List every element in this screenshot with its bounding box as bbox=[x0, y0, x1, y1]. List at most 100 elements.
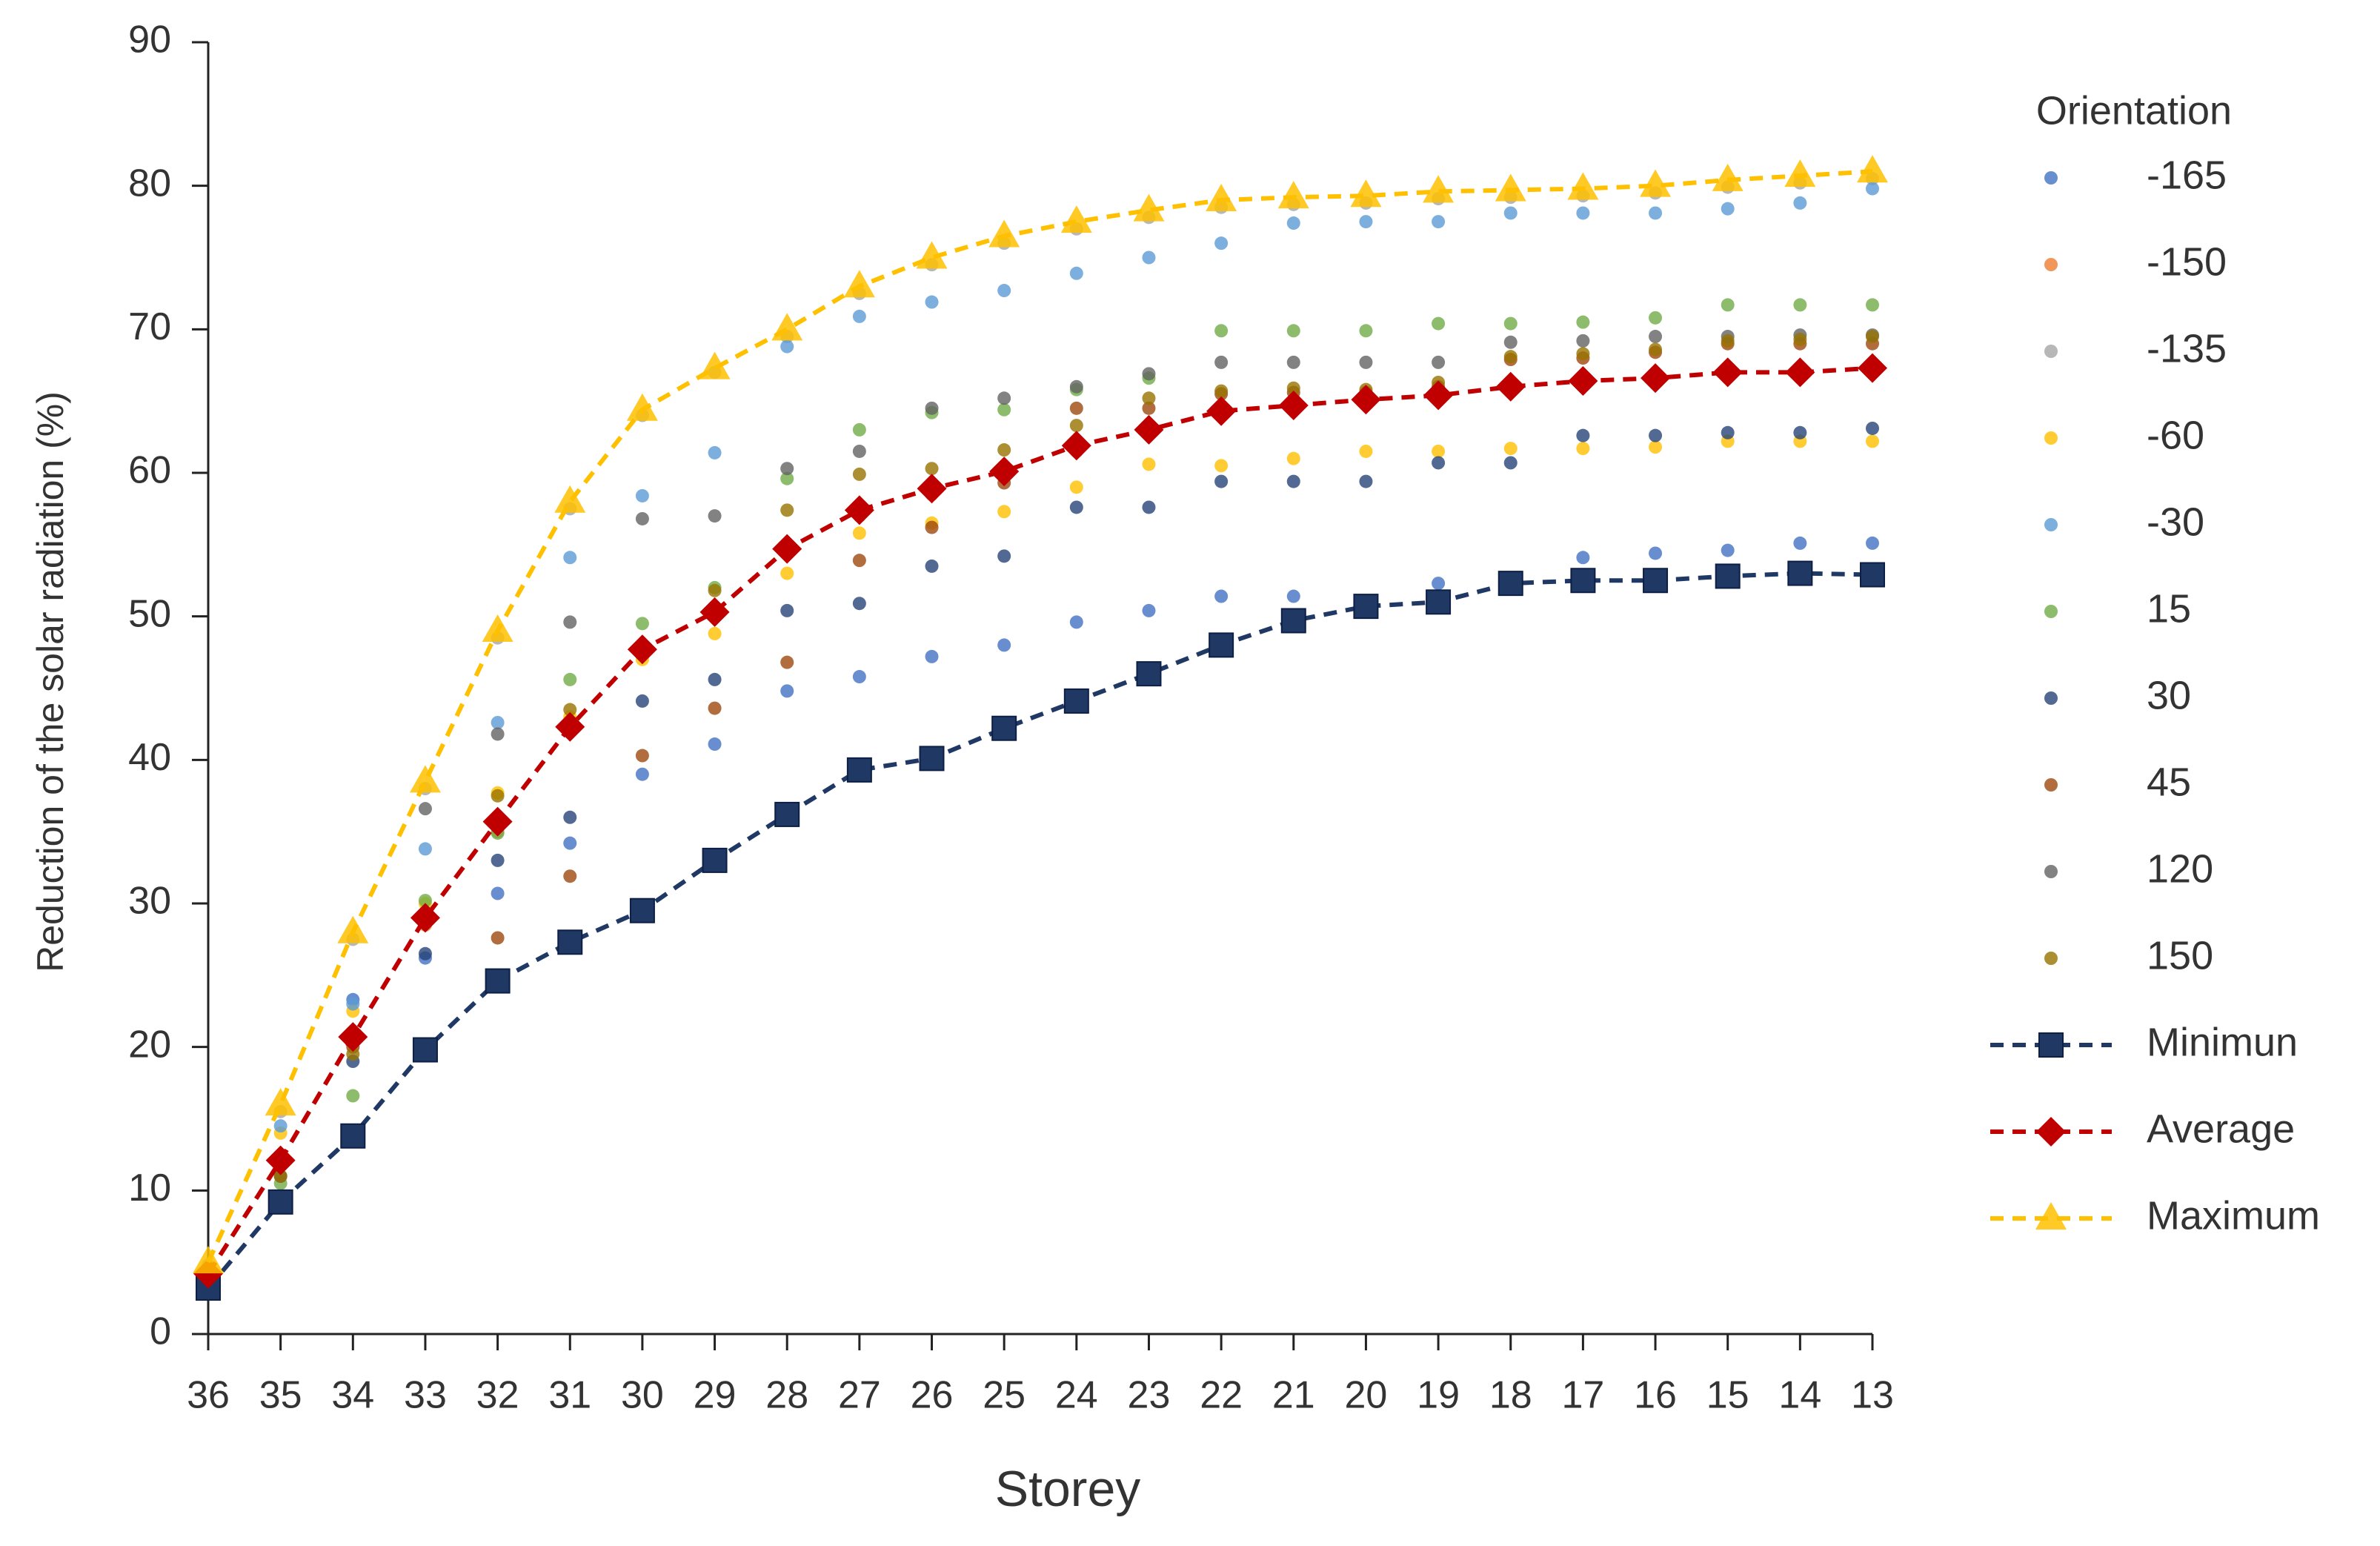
series bbox=[202, 536, 1879, 1291]
marker-triangle bbox=[1206, 184, 1237, 212]
scatter-point bbox=[708, 509, 722, 523]
scatter-point bbox=[1359, 444, 1373, 458]
legend-marker bbox=[2044, 345, 2058, 358]
marker-diamond bbox=[989, 457, 1020, 487]
scatter-point bbox=[852, 422, 866, 437]
marker-triangle bbox=[1133, 193, 1165, 222]
series bbox=[202, 421, 1879, 1291]
scatter-point bbox=[1286, 589, 1300, 603]
x-tick-label: 31 bbox=[548, 1374, 591, 1417]
scatter-point bbox=[563, 836, 577, 850]
scatter-point bbox=[780, 471, 794, 485]
marker-triangle bbox=[843, 270, 875, 298]
scatter-point bbox=[491, 886, 505, 900]
scatter-point bbox=[780, 462, 794, 476]
scatter-point bbox=[635, 749, 649, 763]
marker-triangle bbox=[699, 351, 731, 379]
x-tick-label: 15 bbox=[1706, 1374, 1749, 1417]
scatter-point bbox=[1793, 298, 1807, 312]
marker-square bbox=[774, 801, 800, 827]
scatter-point bbox=[1793, 196, 1807, 210]
marker-diamond bbox=[338, 1022, 368, 1052]
scatter-point bbox=[1576, 334, 1590, 348]
scatter-point bbox=[780, 684, 794, 698]
scatter-point bbox=[1069, 401, 1083, 415]
series-line bbox=[206, 571, 1873, 1290]
y-tick-label: 30 bbox=[128, 880, 171, 923]
legend-title: Orientation bbox=[2036, 88, 2232, 133]
legend-label: 30 bbox=[2147, 673, 2191, 717]
scatter-point bbox=[563, 615, 577, 629]
legend-marker bbox=[2044, 431, 2058, 445]
scatter-point bbox=[635, 694, 649, 708]
scatter-point bbox=[1069, 266, 1083, 280]
scatter-point bbox=[1866, 182, 1879, 196]
series bbox=[202, 434, 1879, 1284]
y-tick-label: 60 bbox=[128, 449, 171, 492]
marker-triangle bbox=[482, 614, 513, 643]
marker-square bbox=[340, 1123, 366, 1149]
scatter-point bbox=[1721, 202, 1735, 216]
scatter-point bbox=[1359, 215, 1373, 229]
scatter-point bbox=[997, 549, 1011, 563]
y-tick-label: 90 bbox=[128, 19, 171, 62]
series-line bbox=[206, 365, 1873, 1275]
marker-diamond bbox=[917, 474, 947, 504]
marker-diamond bbox=[410, 903, 440, 933]
scatter-point bbox=[997, 638, 1011, 652]
scatter-point bbox=[1866, 298, 1879, 312]
x-tick-label: 32 bbox=[476, 1374, 519, 1417]
scatter-point bbox=[1576, 551, 1590, 565]
x-tick-label: 24 bbox=[1055, 1374, 1098, 1417]
legend-label: 45 bbox=[2147, 760, 2191, 804]
series bbox=[202, 365, 1879, 1284]
scatter-point bbox=[1069, 419, 1083, 433]
scatter-point bbox=[852, 526, 866, 540]
scatter-point bbox=[635, 488, 649, 502]
scatter-point bbox=[1721, 543, 1735, 557]
marker-diamond bbox=[772, 534, 802, 564]
scatter-point bbox=[1286, 381, 1300, 395]
legend-label: -135 bbox=[2147, 326, 2227, 371]
scatter-point bbox=[1432, 444, 1446, 458]
scatter-point bbox=[1649, 440, 1663, 454]
scatter-point bbox=[1503, 316, 1518, 331]
scatter-point bbox=[1286, 355, 1300, 369]
scatter-point bbox=[1359, 355, 1373, 369]
y-tick-label: 0 bbox=[150, 1310, 171, 1353]
marker-triangle bbox=[1423, 175, 1455, 203]
x-tick-label: 25 bbox=[983, 1374, 1026, 1417]
scatter-point bbox=[852, 309, 866, 323]
x-tick-label: 21 bbox=[1272, 1374, 1315, 1417]
scatter-point bbox=[346, 997, 360, 1011]
scatter-point bbox=[1142, 391, 1156, 405]
x-tick-label: 36 bbox=[187, 1374, 230, 1417]
marker-diamond bbox=[1858, 353, 1887, 383]
y-tick-label: 80 bbox=[128, 162, 171, 205]
scatter-point bbox=[925, 462, 939, 476]
series bbox=[193, 353, 1887, 1289]
marker-square bbox=[1498, 571, 1523, 597]
scatter-point bbox=[708, 672, 722, 686]
marker-square bbox=[1426, 589, 1452, 615]
series bbox=[202, 182, 1879, 1276]
marker-triangle bbox=[916, 241, 948, 269]
marker-triangle bbox=[193, 1246, 224, 1274]
scatter-point bbox=[925, 649, 939, 663]
legend-marker bbox=[2044, 518, 2058, 531]
scatter-point bbox=[1359, 474, 1373, 488]
scatter-point bbox=[780, 655, 794, 669]
marker-square bbox=[267, 1189, 293, 1215]
series bbox=[202, 171, 1879, 1273]
scatter-point bbox=[1142, 457, 1156, 471]
marker-diamond bbox=[1495, 371, 1526, 402]
scatter-point bbox=[1866, 536, 1879, 550]
y-tick-label: 20 bbox=[128, 1023, 171, 1066]
scatter-point bbox=[997, 505, 1011, 519]
scatter-point bbox=[997, 443, 1011, 457]
scatter-point bbox=[1721, 425, 1735, 439]
scatter-point bbox=[273, 1169, 287, 1183]
scatter-point bbox=[780, 566, 794, 580]
scatter-point bbox=[1432, 577, 1446, 591]
series bbox=[196, 560, 1885, 1301]
